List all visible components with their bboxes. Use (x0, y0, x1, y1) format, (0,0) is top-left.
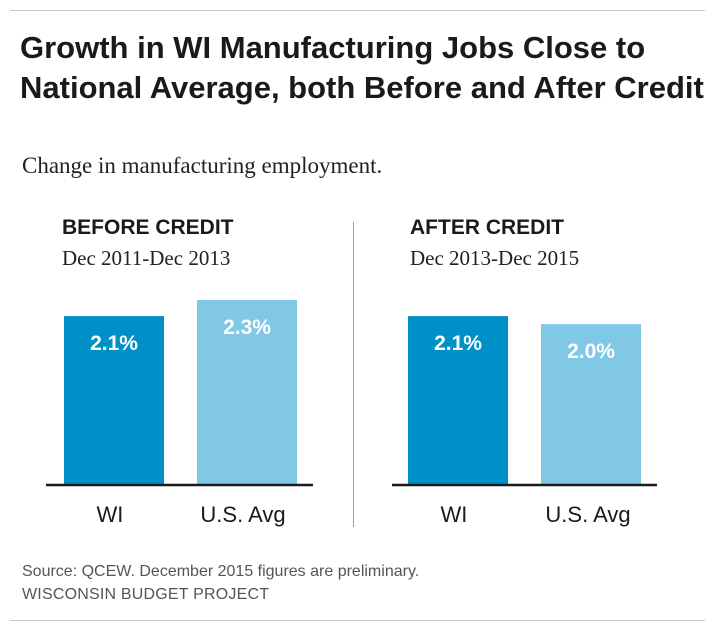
panel-title-before: BEFORE CREDIT (62, 216, 234, 239)
category-label: WI (441, 502, 468, 527)
panel-subtitle-after: Dec 2013-Dec 2015 (410, 246, 580, 270)
bar-value-label: 2.0% (567, 340, 615, 363)
bar-value-label: 2.3% (223, 316, 271, 339)
bar-u-s-avg (541, 324, 641, 485)
category-label: WI (97, 502, 124, 527)
bar-wi (408, 316, 508, 485)
top-rule (10, 10, 705, 11)
panel-title-after: AFTER CREDIT (410, 216, 564, 239)
bottom-rule (10, 620, 705, 621)
bar-value-label: 2.1% (434, 332, 482, 355)
organization-credit: WISCONSIN BUDGET PROJECT (22, 586, 270, 603)
chart-title: Growth in WI Manufacturing Jobs Close to… (20, 30, 704, 105)
chart-subtitle: Change in manufacturing employment. (22, 153, 383, 178)
source-note: Source: QCEW. December 2015 figures are … (22, 563, 420, 580)
category-label: U.S. Avg (545, 502, 630, 527)
bar-wi (64, 316, 164, 485)
panel-divider (353, 222, 354, 527)
bar-value-label: 2.1% (90, 332, 138, 355)
category-label: U.S. Avg (200, 502, 285, 527)
bar-u-s-avg (197, 300, 297, 485)
panel-subtitle-before: Dec 2011-Dec 2013 (62, 246, 231, 270)
